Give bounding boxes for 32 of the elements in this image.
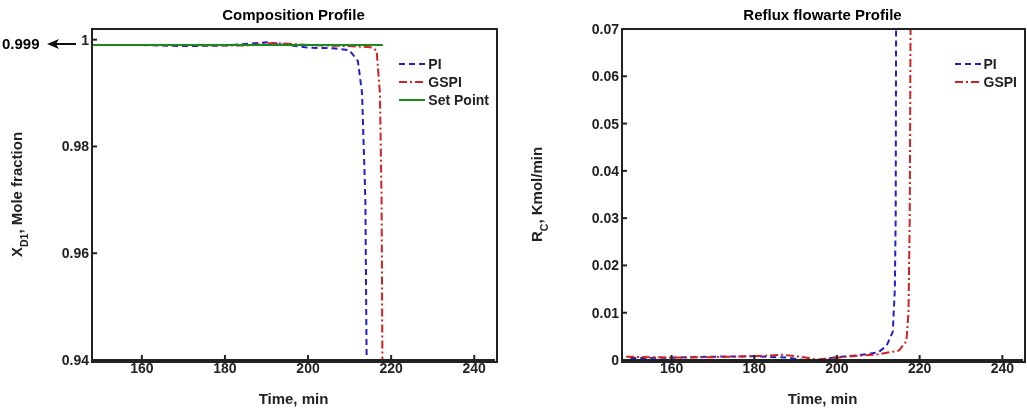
y-tick-label: 0.04 bbox=[591, 162, 620, 179]
y-tick-label: 0.01 bbox=[591, 304, 620, 321]
y-tick-label: 0.02 bbox=[591, 257, 620, 274]
y-tick-label: 0.07 bbox=[591, 20, 620, 37]
y-tick-label: 0.94 bbox=[61, 351, 90, 368]
x-tick-label: 240 bbox=[462, 359, 487, 376]
x-tick-label: 180 bbox=[213, 359, 237, 376]
legend-label: GSPI bbox=[983, 73, 1017, 91]
y-tick-label: 0.96 bbox=[61, 245, 90, 262]
text: 0.999 bbox=[2, 34, 40, 54]
y-tick-label: 0.05 bbox=[591, 115, 620, 132]
legend-label: PI bbox=[983, 55, 997, 73]
y-tick-label: 0.03 bbox=[591, 210, 620, 227]
x-tick-label: 220 bbox=[907, 359, 932, 376]
y-tick-label: 0.06 bbox=[591, 68, 620, 85]
x-tick-label: 220 bbox=[379, 359, 404, 376]
y-tick-label: 0.98 bbox=[61, 138, 90, 155]
x-axis-title: Time, min bbox=[258, 390, 329, 407]
y-tick-label: 1 bbox=[81, 31, 90, 48]
x-tick-label: 200 bbox=[296, 359, 320, 376]
x-tick-label: 240 bbox=[990, 359, 1015, 376]
x-tick-label: 160 bbox=[130, 359, 154, 376]
legend-label: Set Point bbox=[428, 91, 489, 109]
x-axis-title: Time, min bbox=[787, 390, 858, 407]
x-tick-label: 180 bbox=[742, 359, 767, 376]
chart-title: Composition Profile bbox=[221, 6, 366, 23]
legend-label: GSPI bbox=[428, 73, 462, 91]
y-tick-label: 0 bbox=[611, 351, 620, 368]
x-tick-label: 200 bbox=[825, 359, 849, 376]
x-tick-label: 160 bbox=[659, 359, 684, 376]
legend-label: PI bbox=[428, 55, 442, 73]
chart-title: Reflux flowarte Profile bbox=[742, 6, 903, 23]
